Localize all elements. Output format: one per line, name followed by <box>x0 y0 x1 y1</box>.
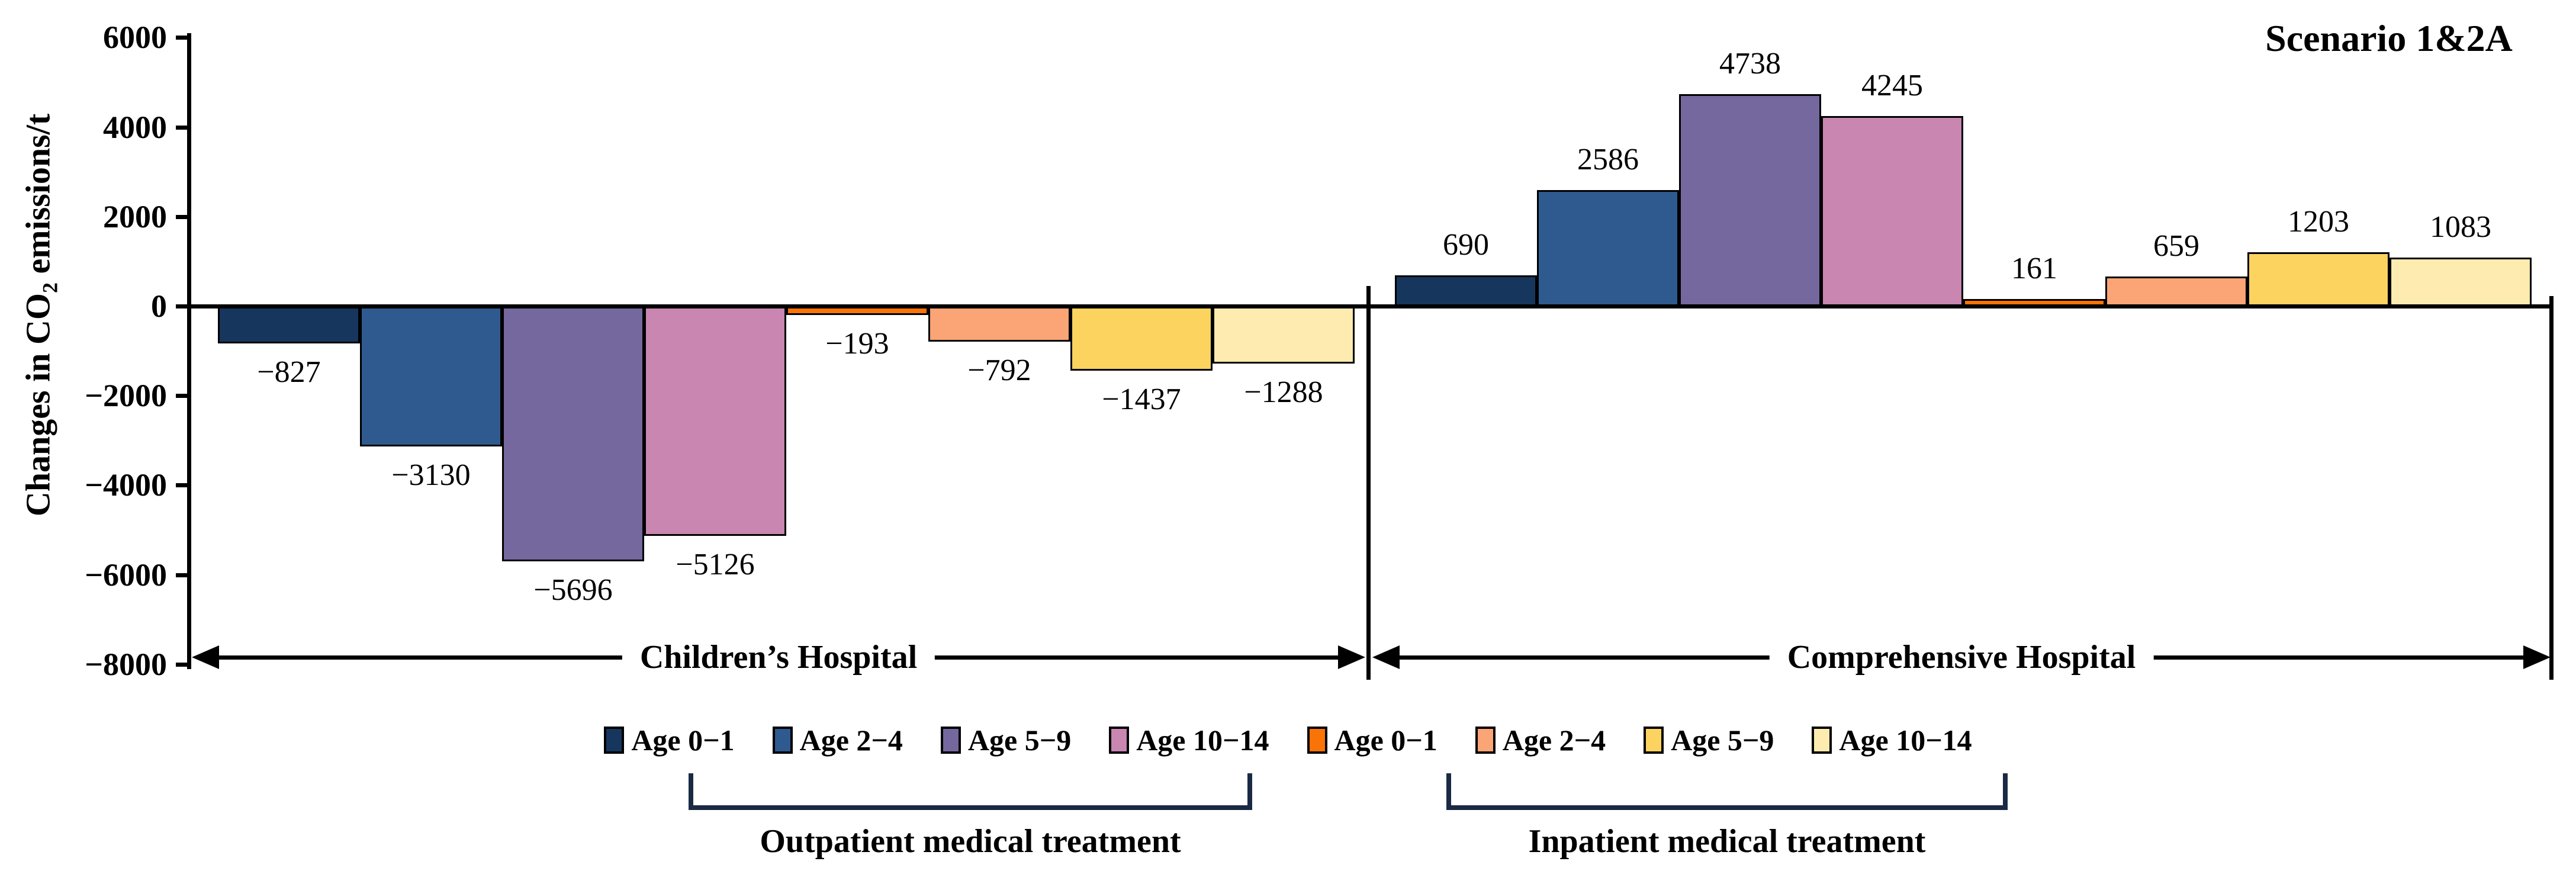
legend-label: Age 10−14 <box>1136 724 1269 757</box>
bar-value-label: −792 <box>967 353 1031 387</box>
legend-swatch-icon <box>1109 727 1130 754</box>
legend-label: Age 2−4 <box>799 724 903 757</box>
bar-value-label: 161 <box>2011 252 2057 285</box>
bar-value-label: 4245 <box>1861 69 1923 102</box>
legend-swatch-icon <box>772 727 793 754</box>
y-tick-mark <box>176 126 189 130</box>
arrow-right-head-icon <box>1338 645 1365 669</box>
comprehensive-hospital-span-arrow: Comprehensive Hospital <box>1372 641 2551 674</box>
y-tick-label: 0 <box>151 288 167 324</box>
bar-value-label: −1437 <box>1102 383 1181 416</box>
y-tick-mark <box>176 215 189 219</box>
bar-value-label: 690 <box>1443 228 1489 262</box>
legend-item-outpatient-3: Age 5−9 <box>940 722 1072 758</box>
legend-swatch-icon <box>940 727 961 754</box>
y-tick-mark <box>176 663 189 667</box>
bar-value-label: −1288 <box>1244 375 1323 409</box>
y-tick-label: −2000 <box>85 378 167 413</box>
legend-item-outpatient-1: Age 0−1 <box>604 722 735 758</box>
bar-value-label: −5126 <box>676 548 755 581</box>
bar-value-label: −3130 <box>391 458 471 492</box>
bar-outpatient-age-0−1 <box>218 306 360 343</box>
legend-item-outpatient-2: Age 2−4 <box>772 722 903 758</box>
legend-label: Age 5−9 <box>1671 724 1774 757</box>
legend-label: Age 5−9 <box>967 724 1072 757</box>
y-tick-mark <box>176 304 189 308</box>
outpatient-bracket-label: Outpatient medical treatment <box>760 823 1181 860</box>
chart-title: Scenario 1&2A <box>2265 17 2513 59</box>
legend-item-inpatient-1: Age 0−1 <box>1307 722 1437 758</box>
bar-outpatient-age-10−14 <box>644 306 786 536</box>
bar-value-label: −5696 <box>533 573 613 607</box>
y-tick-label: −8000 <box>85 647 167 682</box>
legend-label: Age 0−1 <box>631 724 735 757</box>
legend-item-outpatient-4: Age 10−14 <box>1109 722 1269 758</box>
y-axis-line <box>187 33 191 669</box>
legend-label: Age 0−1 <box>1334 724 1437 757</box>
bar-value-label: −193 <box>825 327 889 361</box>
legend-swatch-icon <box>1644 727 1664 754</box>
legend-swatch-icon <box>1812 727 1832 754</box>
legend-item-inpatient-3: Age 5−9 <box>1644 722 1774 758</box>
y-tick-mark <box>176 36 189 40</box>
y-tick-label: 4000 <box>103 110 167 145</box>
zero-baseline <box>187 304 2554 308</box>
bar-outpatient-age-10−14 <box>1821 116 1963 306</box>
comprehensive-hospital-label: Comprehensive Hospital <box>1769 641 2154 674</box>
hospital-divider-line <box>1366 286 1371 680</box>
bar-value-label: 1083 <box>2430 210 2491 244</box>
bar-inpatient-age-10−14 <box>2390 258 2532 306</box>
y-tick-label: 2000 <box>103 199 167 234</box>
bar-value-label: 659 <box>2153 229 2199 263</box>
outpatient-bracket <box>689 773 1252 810</box>
bar-value-label: 2586 <box>1577 143 1639 176</box>
bar-outpatient-age-5−9 <box>1679 94 1821 306</box>
y-tick-label: 6000 <box>103 20 167 55</box>
bar-inpatient-age-5−9 <box>1070 306 1213 371</box>
legend-item-inpatient-4: Age 10−14 <box>1812 722 1972 758</box>
bar-value-label: 4738 <box>1719 47 1781 81</box>
bar-outpatient-age-5−9 <box>502 306 644 561</box>
legend-swatch-icon <box>604 727 625 754</box>
legend-swatch-icon <box>1475 727 1496 754</box>
inpatient-bracket-label: Inpatient medical treatment <box>1528 823 1926 860</box>
children-hospital-label: Children’s Hospital <box>622 641 935 674</box>
legend-swatch-icon <box>1307 727 1327 754</box>
legend-label: Age 10−14 <box>1839 724 1972 757</box>
bar-outpatient-age-2−4 <box>360 306 502 446</box>
inpatient-bracket <box>1446 773 2008 810</box>
y-tick-mark <box>176 573 189 577</box>
right-spine-line <box>2549 296 2554 680</box>
y-tick-mark <box>176 483 189 487</box>
legend: Age 0−1 Age 2−4 Age 5−9 Age 10−14 Age 0−1 Age… <box>0 718 2576 763</box>
y-tick-mark <box>176 394 189 398</box>
y-tick-label: −4000 <box>85 467 167 503</box>
legend-label: Age 2−4 <box>1502 724 1606 757</box>
bar-value-label: 1203 <box>2288 205 2349 239</box>
bar-inpatient-age-10−14 <box>1213 306 1355 364</box>
legend-item-inpatient-2: Age 2−4 <box>1475 722 1606 758</box>
y-tick-label: −6000 <box>85 557 167 593</box>
bar-value-label: −827 <box>257 355 321 389</box>
children-hospital-span-arrow: Children’s Hospital <box>192 641 1365 674</box>
arrow-right-head-icon <box>2523 645 2551 669</box>
bar-outpatient-age-0−1 <box>1395 275 1537 306</box>
